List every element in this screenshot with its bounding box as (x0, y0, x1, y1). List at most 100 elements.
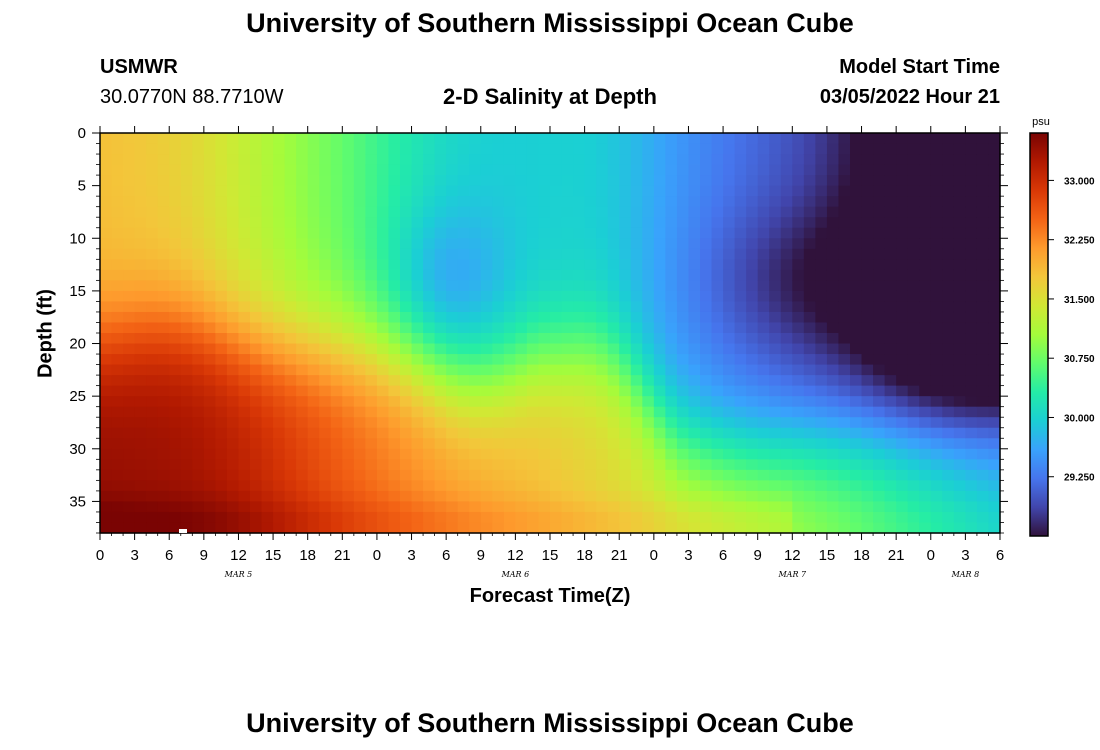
heatmap-cell (515, 227, 528, 239)
heatmap-cell (976, 206, 990, 218)
heatmap-cell (873, 375, 886, 387)
heatmap-cell (815, 175, 828, 187)
heatmap-cell (296, 311, 309, 324)
heatmap-cell (423, 333, 436, 345)
heatmap-cell (492, 406, 505, 418)
heatmap-cell (503, 280, 516, 292)
heatmap-cell (850, 438, 863, 450)
heatmap-cell (838, 511, 851, 524)
heatmap-cell (400, 259, 413, 271)
heatmap-cell (273, 322, 286, 334)
heatmap-cell (919, 490, 932, 503)
heatmap-cell (538, 217, 551, 229)
heatmap-cell (157, 501, 170, 513)
heatmap-cell (965, 238, 978, 250)
heatmap-cell (469, 375, 482, 387)
heatmap-cell (976, 427, 990, 439)
heatmap-cell (123, 227, 136, 239)
heatmap-cell (307, 133, 320, 145)
heatmap-cell (342, 438, 355, 450)
heatmap-cell (261, 438, 274, 450)
heatmap-cell (642, 501, 655, 513)
heatmap-cell (365, 269, 378, 281)
heatmap-cell (100, 333, 113, 345)
heatmap-cell (700, 154, 713, 166)
heatmap-cell (457, 175, 470, 187)
heatmap-cell (296, 459, 309, 471)
heatmap-cell (919, 438, 932, 450)
heatmap-cell (619, 248, 632, 260)
heatmap-cell (873, 301, 886, 313)
heatmap-cell (376, 364, 390, 376)
heatmap-cell (873, 438, 886, 450)
heatmap-cell (953, 185, 966, 197)
heatmap-cell (434, 175, 447, 187)
heatmap-cell (942, 227, 955, 239)
heatmap-cell (734, 364, 747, 376)
heatmap-cell (619, 511, 632, 524)
heatmap-cell (123, 343, 136, 355)
heatmap-cell (573, 343, 586, 355)
heatmap-cell (134, 259, 147, 271)
heatmap-cell (261, 206, 274, 218)
heatmap-cell (226, 196, 240, 208)
heatmap-cell (273, 375, 286, 387)
heatmap-cell (457, 480, 470, 492)
heatmap-cell (757, 164, 770, 176)
heatmap-cell (469, 522, 482, 534)
heatmap-cell (180, 248, 193, 260)
heatmap-cell (146, 333, 159, 345)
heatmap-cell (792, 459, 805, 471)
heatmap-cell (157, 417, 170, 429)
heatmap-cell (273, 385, 286, 397)
heatmap-cell (826, 427, 840, 439)
heatmap-cell (388, 269, 401, 281)
heatmap-cell (734, 164, 747, 176)
heatmap-cell (434, 396, 447, 408)
heatmap-cell (746, 133, 759, 145)
heatmap-cell (873, 417, 886, 429)
heatmap-cell (180, 259, 193, 271)
heatmap-cell (388, 480, 401, 492)
heatmap-cell (746, 438, 759, 450)
heatmap-cell (930, 364, 943, 376)
heatmap-cell (919, 196, 932, 208)
heatmap-cell (376, 322, 390, 334)
heatmap-cell (676, 143, 690, 155)
heatmap-cell (503, 354, 516, 366)
heatmap-cell (180, 343, 193, 355)
heatmap-cell (480, 196, 493, 208)
heatmap-cell (307, 522, 320, 534)
heatmap-cell (596, 269, 609, 281)
heatmap-cell (919, 522, 932, 534)
heatmap-cell (250, 290, 263, 303)
heatmap-cell (838, 185, 851, 197)
heatmap-cell (688, 248, 701, 260)
heatmap-cell (284, 417, 297, 429)
heatmap-cell (400, 322, 413, 334)
heatmap-cell (411, 322, 424, 334)
heatmap-cell (376, 311, 390, 324)
heatmap-cell (953, 290, 966, 303)
heatmap-cell (111, 511, 124, 524)
heatmap-cell (480, 227, 493, 239)
heatmap-cell (192, 206, 205, 218)
heatmap-cell (584, 238, 597, 250)
heatmap-cell (792, 290, 805, 303)
heatmap-cell (769, 354, 782, 366)
heatmap-cell (965, 427, 978, 439)
heatmap-cell (111, 248, 124, 260)
heatmap-cell (180, 480, 193, 492)
heatmap-cell (723, 206, 736, 218)
heatmap-cell (376, 280, 390, 292)
heatmap-cell (296, 133, 309, 145)
heatmap-cell (596, 333, 609, 345)
heatmap-cell (319, 196, 332, 208)
heatmap-cell (573, 417, 586, 429)
heatmap-cell (942, 406, 955, 418)
heatmap-cell (573, 480, 586, 492)
heatmap-cell (826, 522, 840, 534)
heatmap-cell (850, 427, 863, 439)
heatmap-cell (250, 175, 263, 187)
heatmap-cell (711, 164, 724, 176)
